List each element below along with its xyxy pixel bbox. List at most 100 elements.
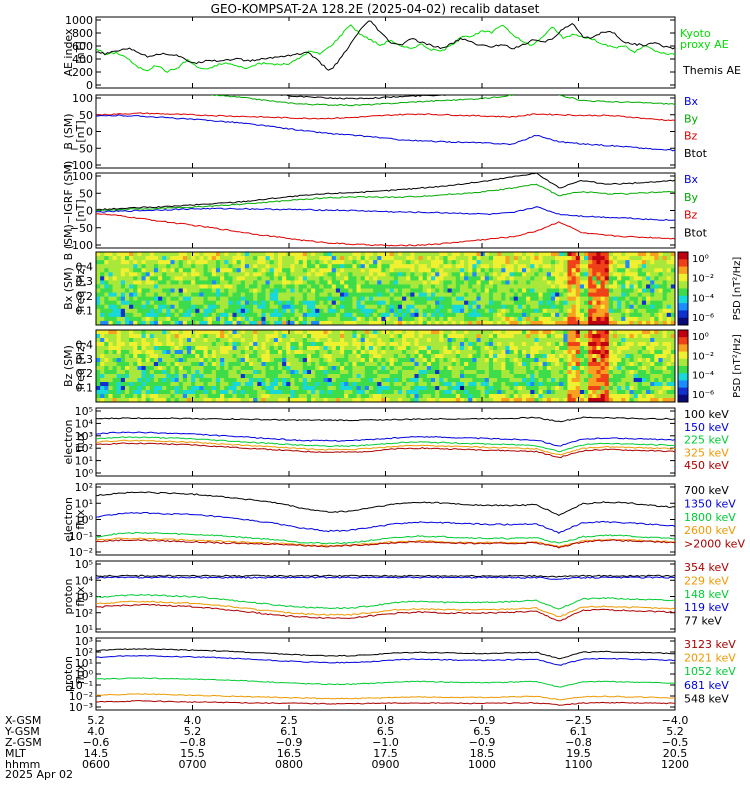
spectrogram-cell (269, 320, 275, 326)
spectrogram-cell (191, 338, 196, 343)
spectrogram-cell (430, 370, 436, 375)
spectrogram-cell (641, 264, 647, 269)
spectrogram-cell (604, 284, 610, 289)
spectrogram-cell (348, 370, 353, 375)
spectrogram-cell (195, 256, 200, 261)
spectrogram-cell (464, 386, 469, 391)
spectrogram-cell (302, 284, 308, 289)
spectrogram-cell (124, 370, 130, 375)
spectrogram-cell (592, 312, 597, 318)
spectrogram-cell (294, 300, 299, 306)
spectrogram-cell (567, 334, 572, 339)
spectrogram-cell (410, 260, 415, 265)
spectrogram-cell (199, 386, 204, 391)
spectrogram-cell (129, 256, 134, 261)
spectrogram-cell (236, 338, 242, 343)
y-tick-label: 0.1 (76, 382, 94, 395)
spectrogram-cell (141, 280, 146, 285)
spectrogram-cell (592, 370, 597, 375)
spectrogram-cell (526, 312, 531, 318)
spectrogram-cell (298, 382, 304, 387)
spectrogram-cell (571, 374, 577, 379)
spectrogram-cell (133, 342, 138, 347)
spectrogram-cell (162, 334, 167, 339)
spectrogram-cell (451, 334, 457, 339)
spectrogram-cell (120, 338, 126, 343)
spectrogram-cell (497, 292, 502, 297)
spectrogram-cell (526, 378, 531, 383)
spectrogram-cell (521, 354, 527, 359)
spectrogram-cell (228, 334, 233, 339)
spectrogram-cell (244, 350, 250, 355)
spectrogram-cell (459, 378, 465, 383)
spectrogram-cell (455, 354, 461, 359)
spectrogram-cell (546, 260, 552, 265)
spectrogram-cell (608, 358, 614, 363)
spectrogram-cell (505, 320, 510, 326)
spectrogram-cell (488, 280, 494, 285)
spectrogram-cell (377, 394, 382, 399)
spectrogram-cell (526, 264, 531, 269)
spectrogram-cell (385, 284, 390, 289)
spectrogram-cell (555, 264, 560, 269)
spectrogram-cell (646, 276, 651, 281)
spectrogram-cell (240, 378, 246, 383)
spectrogram-cell (195, 260, 200, 265)
spectrogram-cell (166, 272, 171, 277)
spectrogram-cell (426, 394, 432, 399)
spectrogram-cell (604, 272, 610, 277)
spectrogram-cell (215, 330, 221, 335)
spectrogram-cell (141, 378, 146, 383)
spectrogram-cell (265, 300, 270, 306)
spectrogram-cell (555, 292, 560, 297)
spectrogram-cell (633, 316, 639, 322)
spectrogram-cell (153, 296, 159, 301)
spectrogram-cell (488, 260, 494, 265)
spectrogram-cell (406, 382, 411, 387)
spectrogram-cell (335, 354, 341, 359)
spectrogram-cell (488, 382, 494, 387)
spectrogram-cell (501, 334, 506, 339)
spectrogram-cell (116, 394, 122, 399)
spectrogram-cell (207, 374, 213, 379)
spectrogram-cell (277, 320, 283, 326)
spectrogram-cell (195, 288, 200, 293)
spectrogram-cell (294, 362, 299, 367)
spectrogram-cell (335, 394, 341, 399)
spectrogram-cell (443, 350, 448, 355)
spectrogram-cell (124, 346, 130, 351)
spectrogram-cell (464, 260, 469, 265)
spectrogram-cell (174, 308, 180, 314)
spectrogram-cell (468, 316, 473, 322)
spectrogram-cell (335, 374, 341, 379)
spectrogram-cell (385, 358, 390, 363)
spectrogram-cell (348, 382, 353, 387)
spectrogram-cell (625, 378, 630, 383)
spectrogram-cell (306, 312, 312, 318)
spectrogram-cell (145, 264, 151, 269)
spectrogram-cell (348, 316, 353, 322)
spectrogram-cell (319, 292, 324, 297)
spectrogram-cell (612, 292, 618, 297)
spectrogram-cell (563, 280, 568, 285)
spectrogram-cell (530, 334, 535, 339)
spectrogram-cell (96, 398, 101, 403)
spectrogram-cell (588, 272, 593, 277)
spectrogram-cell (344, 280, 349, 285)
spectrogram-cell (406, 342, 411, 347)
spectrogram-cell (182, 366, 188, 371)
spectrogram-cell (596, 252, 601, 257)
spectrogram-cell (211, 330, 217, 335)
spectrogram-cell (323, 264, 328, 269)
spectrogram-cell (505, 354, 510, 359)
colorbar-segment (678, 252, 688, 260)
spectrogram-cell (96, 276, 101, 281)
spectrogram-cell (430, 334, 436, 339)
spectrogram-cell (232, 304, 237, 310)
spectrogram-cell (340, 366, 345, 371)
spectrogram-cell (670, 292, 676, 297)
spectrogram-cell (410, 370, 415, 375)
spectrogram-cell (96, 268, 101, 273)
spectrogram-cell (253, 256, 258, 261)
spectrogram-cell (116, 252, 122, 257)
